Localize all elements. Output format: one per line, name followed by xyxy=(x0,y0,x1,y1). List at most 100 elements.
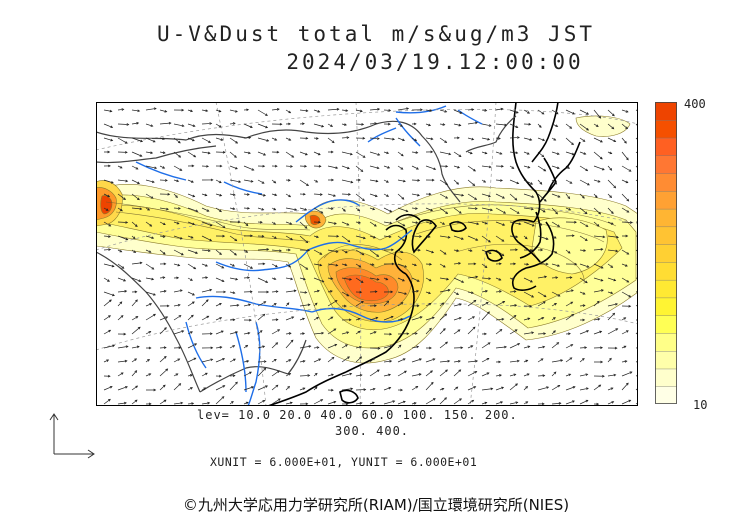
wind-vector xyxy=(383,360,392,363)
wind-vector-head xyxy=(314,372,318,376)
wind-vector-head xyxy=(204,372,208,376)
wind-vector-head xyxy=(570,344,574,347)
wind-vector-head xyxy=(542,301,546,304)
wind-vector xyxy=(103,137,113,141)
wind-vector-head xyxy=(204,193,208,197)
wind-vector-head xyxy=(459,303,462,306)
wind-vector-head xyxy=(205,276,209,279)
wind-vector xyxy=(215,221,226,228)
wind-vector-head xyxy=(540,248,544,252)
wind-vector-head xyxy=(475,359,479,363)
wind-vector-head xyxy=(541,317,545,320)
wind-vector xyxy=(355,346,362,349)
wind-vector-head xyxy=(624,360,628,363)
wind-vectors xyxy=(103,107,638,406)
wind-vector xyxy=(621,371,633,377)
wind-vector xyxy=(607,235,619,238)
wind-vector xyxy=(593,277,603,282)
wind-vector-head xyxy=(554,250,558,254)
wind-vector-head xyxy=(123,401,127,405)
wind-vector-head xyxy=(177,263,181,267)
wind-vector-head xyxy=(349,277,352,281)
wind-vector xyxy=(369,108,380,111)
contour-levels-line1: lev= 10.0 20.0 40.0 60.0 100. 150. 200. xyxy=(197,408,518,422)
wind-vector xyxy=(173,123,184,127)
wind-vector xyxy=(593,384,601,391)
wind-vector xyxy=(607,249,618,252)
wind-vector-head xyxy=(248,136,252,140)
wind-vector-head xyxy=(433,167,437,171)
wind-vector-head xyxy=(445,341,448,345)
wind-vector xyxy=(481,302,489,307)
wind-vector-head xyxy=(307,248,311,252)
wind-vector xyxy=(187,277,193,281)
wind-vector-head xyxy=(529,304,533,308)
wind-vector-head xyxy=(357,208,361,212)
wind-vector-head xyxy=(570,301,574,305)
wind-vector-head xyxy=(358,221,361,224)
wind-vector-head xyxy=(625,234,629,238)
wind-vector xyxy=(397,137,405,141)
wind-vector-head xyxy=(190,278,193,281)
wind-vector-head xyxy=(358,178,361,182)
wind-vector-head xyxy=(501,239,505,242)
wind-vector-head xyxy=(582,318,586,322)
wind-vector-head xyxy=(610,291,614,295)
wind-vector-head xyxy=(107,150,111,154)
wind-vector-head xyxy=(500,401,504,404)
wind-vector-head xyxy=(273,277,277,281)
wind-vector-head xyxy=(176,276,180,280)
wind-vector xyxy=(355,235,366,239)
wind-vector xyxy=(131,137,143,142)
wind-vector xyxy=(187,123,196,127)
wind-vector-head xyxy=(471,399,475,403)
wind-vector-head xyxy=(261,181,265,184)
wind-vector xyxy=(327,373,334,377)
wind-vector-head xyxy=(261,207,265,211)
wind-vector-head xyxy=(205,264,208,267)
wind-vector xyxy=(243,179,253,182)
colorbar-cell xyxy=(655,386,677,404)
wind-vector-head xyxy=(134,370,138,373)
wind-vector-head xyxy=(219,164,223,168)
wind-vector xyxy=(257,301,266,307)
wind-vector-head xyxy=(163,346,167,350)
wind-vector xyxy=(523,221,535,227)
wind-vector-head xyxy=(581,357,585,361)
wind-vector-head xyxy=(288,110,292,114)
wind-vector-head xyxy=(336,107,340,111)
wind-vector-head xyxy=(615,328,619,331)
wind-vector xyxy=(495,193,505,199)
wind-vector xyxy=(509,179,519,184)
wind-vector xyxy=(509,329,518,335)
wind-vector xyxy=(453,123,461,126)
wind-vector xyxy=(173,304,181,307)
wind-vector-head xyxy=(400,153,404,157)
wind-vector xyxy=(453,249,459,252)
wind-vector-head xyxy=(331,178,335,182)
wind-vector-head xyxy=(346,331,350,334)
wind-vector-head xyxy=(317,110,321,113)
wind-vector xyxy=(355,207,360,212)
wind-vector xyxy=(201,193,207,196)
wind-vector xyxy=(481,402,487,405)
wind-vector-head xyxy=(330,316,334,320)
wind-vector xyxy=(607,109,615,117)
wind-vector-head xyxy=(545,237,549,241)
wind-vector-head xyxy=(293,289,297,293)
wind-vector xyxy=(593,109,601,119)
wind-vector-head xyxy=(543,294,547,298)
wind-vector-head xyxy=(429,327,432,331)
wind-vector xyxy=(481,263,488,268)
wind-vector-head xyxy=(176,221,180,225)
wind-vector-head xyxy=(499,374,502,377)
wind-vector-head xyxy=(348,193,351,196)
wind-vector-head xyxy=(135,299,138,303)
wind-vector xyxy=(271,249,282,252)
wind-vector-head xyxy=(302,387,306,391)
wind-vector-head xyxy=(302,359,306,363)
wind-vector xyxy=(467,371,477,377)
wind-vector-head xyxy=(483,180,487,183)
wind-vector-head xyxy=(273,303,277,306)
wind-vector-head xyxy=(420,108,423,112)
